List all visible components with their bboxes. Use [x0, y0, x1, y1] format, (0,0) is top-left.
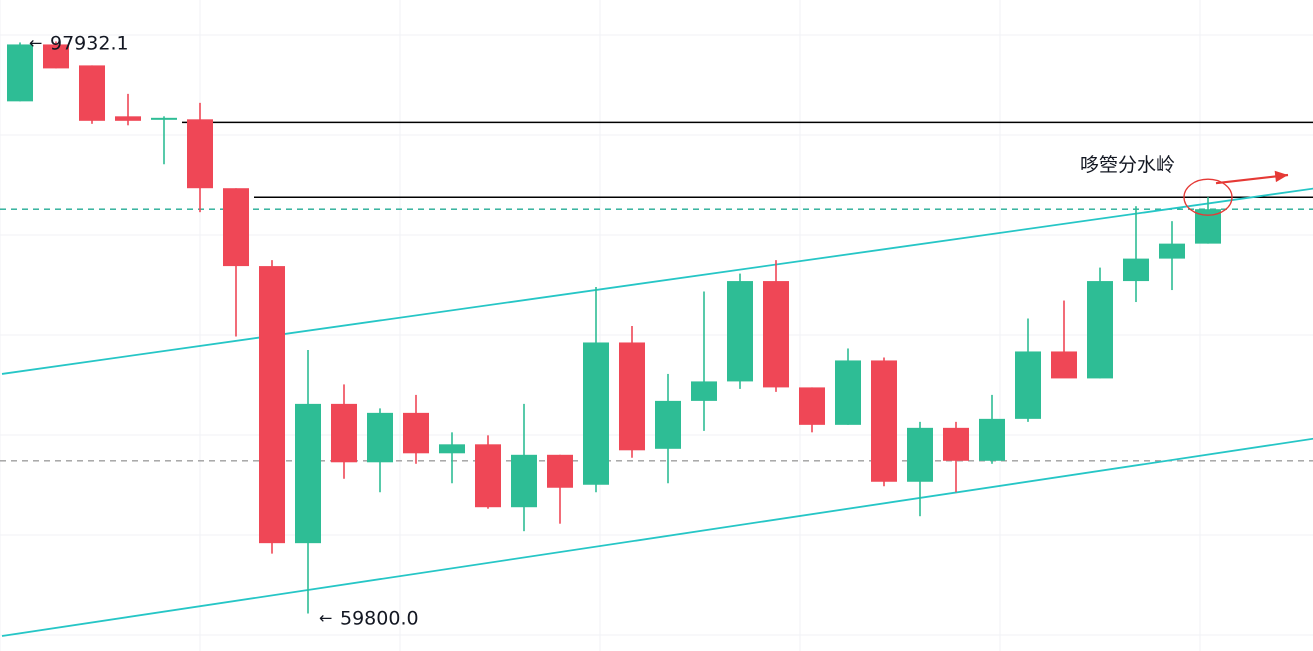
candle-body [151, 117, 177, 120]
candle [691, 291, 717, 431]
left-arrow-glyph: ← [29, 33, 42, 52]
candle [43, 41, 69, 69]
channel-lower-line [1, 437, 1313, 637]
candle-body [763, 281, 789, 388]
highlight-circle [1183, 178, 1233, 216]
candle-body [79, 65, 105, 121]
candle [223, 188, 249, 337]
candle-body [691, 381, 717, 401]
candle-body [943, 427, 969, 461]
high-price-label: 97932.1 [50, 32, 129, 54]
candle [655, 373, 681, 484]
candle-body [619, 342, 645, 451]
candle-body [475, 444, 501, 508]
candle [367, 408, 393, 493]
watershed-annotation-label: 哆箜分水岭 [1080, 154, 1175, 176]
candle-body [187, 119, 213, 189]
candle-body [331, 403, 357, 463]
candle-body [7, 44, 33, 102]
candle-body [403, 412, 429, 454]
candle-body [1123, 258, 1149, 282]
reference-lines [0, 121, 1313, 462]
candle [1015, 318, 1041, 422]
candle [835, 348, 861, 425]
candlestick-series [7, 41, 1221, 614]
candle-body [115, 116, 141, 121]
annotation-overlay [1183, 170, 1289, 216]
candle-body [727, 281, 753, 382]
candle [907, 421, 933, 517]
candle-body [655, 400, 681, 449]
candle [763, 260, 789, 392]
candle [871, 357, 897, 487]
candle [1087, 267, 1113, 379]
candle-body [223, 188, 249, 267]
candle [1051, 300, 1077, 379]
candle [511, 403, 537, 532]
candle [7, 42, 33, 102]
candle [1123, 206, 1149, 303]
candle-body [439, 444, 465, 454]
candle-body [1159, 243, 1185, 259]
candle-body [583, 342, 609, 485]
candle [115, 93, 141, 126]
candle-body [43, 44, 69, 69]
candle-body [511, 454, 537, 508]
candle [943, 421, 969, 493]
candle-body [367, 412, 393, 463]
candle-body [871, 360, 897, 482]
candle [979, 394, 1005, 464]
candle [439, 432, 465, 484]
candle-body [835, 360, 861, 425]
candle [331, 384, 357, 479]
candle-body [907, 427, 933, 482]
candle [583, 287, 609, 493]
candle-body [1015, 351, 1041, 419]
candle-body [799, 387, 825, 425]
candle [295, 349, 321, 614]
candle-body [259, 266, 285, 544]
candle-body [295, 403, 321, 544]
candle [799, 387, 825, 433]
price-channel [1, 187, 1313, 637]
candle-body [547, 454, 573, 488]
candle-body [1087, 281, 1113, 379]
candle [259, 260, 285, 554]
candle-body [1051, 351, 1077, 379]
left-arrow-glyph: ← [319, 609, 332, 628]
candle [547, 454, 573, 524]
low-price-label: 59800.0 [340, 608, 419, 630]
candle [187, 102, 213, 213]
candle [727, 273, 753, 389]
candle [79, 65, 105, 124]
candle-body [979, 418, 1005, 461]
candle [619, 326, 645, 458]
candle [403, 394, 429, 464]
candle [151, 116, 177, 165]
candle [475, 435, 501, 509]
breakout-arrow-head [1274, 170, 1288, 183]
channel-upper-line [1, 187, 1313, 375]
candle [1159, 221, 1185, 291]
